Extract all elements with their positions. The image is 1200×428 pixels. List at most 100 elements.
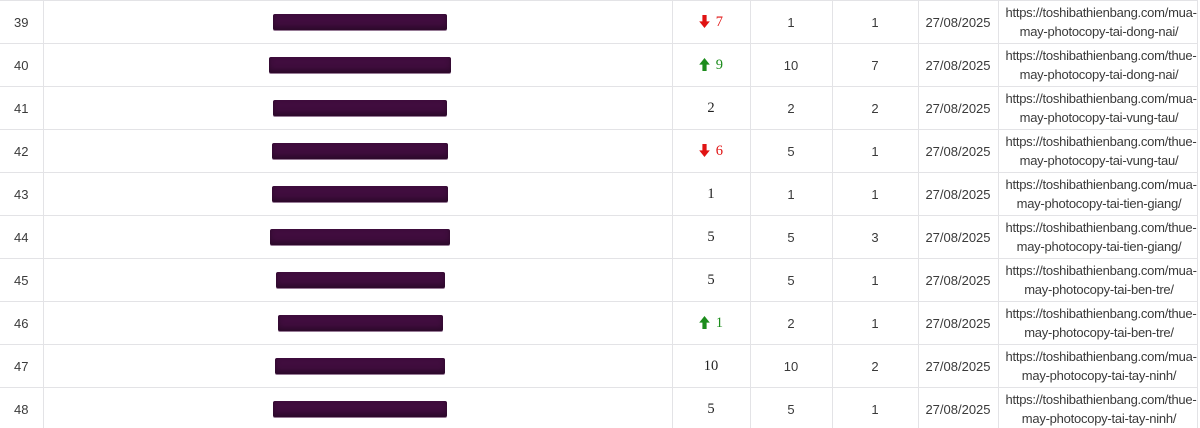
url-line2: may-photocopy-tai-vung-tau/ — [1019, 110, 1179, 125]
url-line1: https://toshibathienbang.com/thue- — [1005, 48, 1197, 63]
redacted-keyword — [273, 401, 447, 418]
change-cell: 1 — [671, 172, 751, 216]
row-number: 40 — [0, 43, 44, 87]
date-cell: 27/08/2025 — [917, 172, 999, 216]
url-cell[interactable]: https://toshibathienbang.com/mua- may-ph… — [997, 86, 1198, 130]
table-row[interactable]: 42 6 5 1 27/08/2025 https://toshibathien… — [0, 129, 1198, 173]
url-line2: may-photocopy-tai-dong-nai/ — [1019, 67, 1179, 82]
row-number: 47 — [0, 344, 44, 388]
row-number: 48 — [0, 387, 44, 428]
date-cell: 27/08/2025 — [917, 129, 999, 173]
table-row[interactable]: 44 5 5 3 27/08/2025 https://toshibathien… — [0, 215, 1198, 259]
change-cell: 5 — [671, 215, 751, 259]
date-cell: 27/08/2025 — [917, 301, 999, 345]
date-cell: 27/08/2025 — [917, 387, 999, 428]
url-line1: https://toshibathienbang.com/thue- — [1005, 220, 1197, 235]
url-line2: may-photocopy-tai-tien-giang/ — [1016, 239, 1182, 254]
keyword-cell — [42, 43, 673, 87]
position-a: 1 — [749, 0, 833, 44]
position-b: 2 — [831, 86, 919, 130]
position-a: 10 — [749, 344, 833, 388]
position-b: 2 — [831, 344, 919, 388]
redacted-keyword — [270, 229, 450, 246]
change-cell: 7 — [671, 0, 751, 44]
row-number: 44 — [0, 215, 44, 259]
redacted-keyword — [277, 315, 443, 332]
position-a: 5 — [749, 258, 833, 302]
keyword-cell — [42, 129, 673, 173]
redacted-keyword — [273, 14, 447, 31]
redacted-keyword — [275, 272, 445, 289]
change-value: 10 — [703, 357, 719, 374]
url-line1: https://toshibathienbang.com/mua- — [1005, 5, 1197, 20]
date-cell: 27/08/2025 — [917, 0, 999, 44]
url-line2: may-photocopy-tai-ben-tre/ — [1024, 282, 1174, 297]
url-line1: https://toshibathienbang.com/thue- — [1005, 392, 1197, 407]
keyword-cell — [42, 172, 673, 216]
table-row[interactable]: 41 2 2 2 27/08/2025 https://toshibathien… — [0, 86, 1198, 130]
change-cell: 1 — [671, 301, 751, 345]
keyword-cell — [42, 387, 673, 428]
arrow-up-icon — [699, 57, 710, 74]
keyword-cell — [42, 215, 673, 259]
redacted-keyword — [275, 358, 445, 375]
url-cell[interactable]: https://toshibathienbang.com/mua- may-ph… — [997, 344, 1198, 388]
change-value: 2 — [707, 99, 715, 116]
keyword-cell — [42, 258, 673, 302]
url-cell[interactable]: https://toshibathienbang.com/mua- may-ph… — [997, 172, 1198, 216]
date-cell: 27/08/2025 — [917, 344, 999, 388]
url-cell[interactable]: https://toshibathienbang.com/thue- may-p… — [997, 215, 1198, 259]
row-number: 39 — [0, 0, 44, 44]
url-line2: may-photocopy-tai-dong-nai/ — [1019, 24, 1179, 39]
url-line2: may-photocopy-tai-tay-ninh/ — [1021, 411, 1177, 426]
url-cell[interactable]: https://toshibathienbang.com/mua- may-ph… — [997, 258, 1198, 302]
change-value: 1 — [715, 314, 723, 331]
position-a: 10 — [749, 43, 833, 87]
position-b: 1 — [831, 301, 919, 345]
arrow-down-icon — [699, 14, 710, 31]
position-b: 1 — [831, 258, 919, 302]
change-value: 5 — [707, 271, 715, 288]
row-number: 42 — [0, 129, 44, 173]
row-number: 45 — [0, 258, 44, 302]
position-a: 5 — [749, 215, 833, 259]
change-value: 5 — [707, 228, 715, 245]
url-cell[interactable]: https://toshibathienbang.com/thue- may-p… — [997, 43, 1198, 87]
row-number: 46 — [0, 301, 44, 345]
url-line1: https://toshibathienbang.com/mua- — [1005, 177, 1197, 192]
url-line1: https://toshibathienbang.com/mua- — [1005, 263, 1197, 278]
date-cell: 27/08/2025 — [917, 43, 999, 87]
redacted-keyword — [272, 186, 448, 203]
keyword-cell — [42, 344, 673, 388]
url-cell[interactable]: https://toshibathienbang.com/mua- may-ph… — [997, 0, 1198, 44]
url-cell[interactable]: https://toshibathienbang.com/thue- may-p… — [997, 301, 1198, 345]
url-line2: may-photocopy-tai-tay-ninh/ — [1021, 368, 1177, 383]
url-cell[interactable]: https://toshibathienbang.com/thue- may-p… — [997, 129, 1198, 173]
position-b: 1 — [831, 172, 919, 216]
position-a: 1 — [749, 172, 833, 216]
table-row[interactable]: 45 5 5 1 27/08/2025 https://toshibathien… — [0, 258, 1198, 302]
position-a: 2 — [749, 301, 833, 345]
url-line1: https://toshibathienbang.com/thue- — [1005, 134, 1197, 149]
url-line2: may-photocopy-tai-vung-tau/ — [1019, 153, 1179, 168]
table-row[interactable]: 39 7 1 1 27/08/2025 https://toshibathien… — [0, 0, 1198, 44]
change-value: 7 — [715, 13, 723, 30]
url-line1: https://toshibathienbang.com/mua- — [1005, 91, 1197, 106]
change-value: 1 — [707, 185, 715, 202]
table-row[interactable]: 48 5 5 1 27/08/2025 https://toshibathien… — [0, 387, 1198, 428]
table-row[interactable]: 40 9 10 7 27/08/2025 https://toshibathie… — [0, 43, 1198, 87]
url-line2: may-photocopy-tai-tien-giang/ — [1016, 196, 1182, 211]
date-cell: 27/08/2025 — [917, 215, 999, 259]
position-b: 1 — [831, 0, 919, 44]
url-cell[interactable]: https://toshibathienbang.com/thue- may-p… — [997, 387, 1198, 428]
table-row[interactable]: 46 1 2 1 27/08/2025 https://toshibathien… — [0, 301, 1198, 345]
date-cell: 27/08/2025 — [917, 258, 999, 302]
change-cell: 6 — [671, 129, 751, 173]
redacted-keyword — [269, 57, 451, 74]
table-row[interactable]: 43 1 1 1 27/08/2025 https://toshibathien… — [0, 172, 1198, 216]
url-line1: https://toshibathienbang.com/thue- — [1005, 306, 1197, 321]
table-row[interactable]: 47 10 10 2 27/08/2025 https://toshibathi… — [0, 344, 1198, 388]
change-cell: 5 — [671, 387, 751, 428]
change-value: 6 — [715, 142, 723, 159]
